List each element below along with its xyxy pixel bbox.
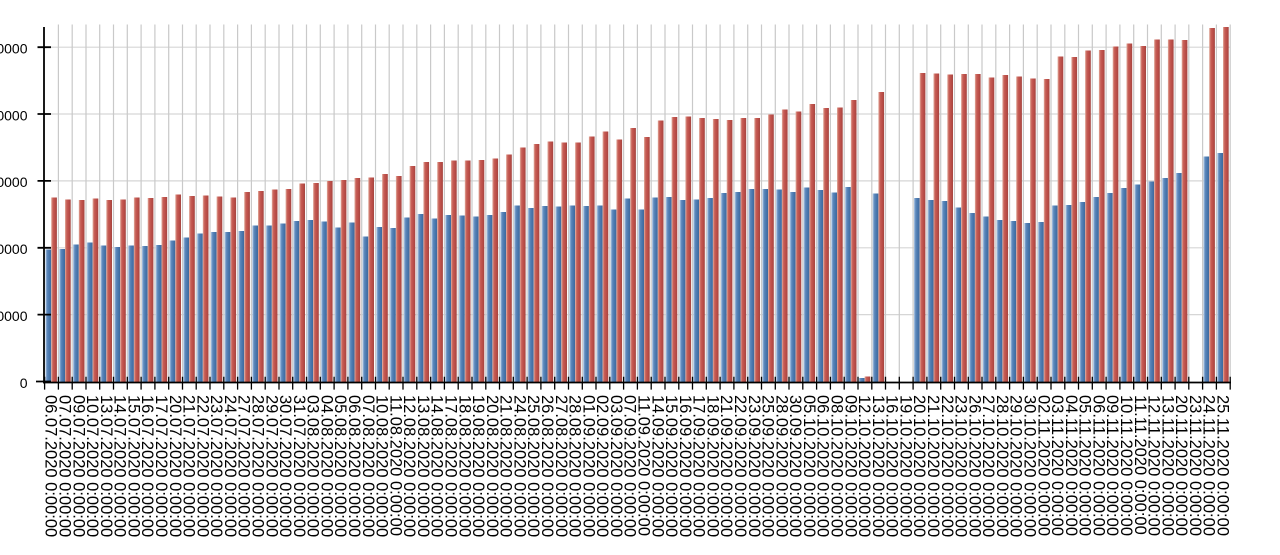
svg-text:03.09.2020 0:00:00: 03.09.2020 0:00:00 — [607, 395, 625, 537]
svg-text:16.09.2020 0:00:00: 16.09.2020 0:00:00 — [676, 395, 694, 537]
svg-text:09.11.2020 0:00:00: 09.11.2020 0:00:00 — [1103, 395, 1121, 536]
svg-text:13.07.2020 0:00:00: 13.07.2020 0:00:00 — [97, 395, 115, 537]
svg-text:21.10.2020 0:00:00: 21.10.2020 0:00:00 — [924, 395, 942, 537]
svg-text:14.07.2020 0:00:00: 14.07.2020 0:00:00 — [111, 395, 129, 537]
svg-text:04.08.2020 0:00:00: 04.08.2020 0:00:00 — [317, 395, 335, 537]
svg-text:18.09.2020 0:00:00: 18.09.2020 0:00:00 — [703, 395, 721, 537]
svg-text:15.07.2020 0:00:00: 15.07.2020 0:00:00 — [124, 395, 142, 537]
svg-text:08.10.2020 0:00:00: 08.10.2020 0:00:00 — [828, 395, 846, 537]
svg-text:19.10.2020 0:00:00: 19.10.2020 0:00:00 — [896, 395, 914, 537]
svg-text:27.10.2020 0:00:00: 27.10.2020 0:00:00 — [979, 395, 997, 537]
svg-text:24.07.2020 0:00:00: 24.07.2020 0:00:00 — [221, 395, 239, 537]
svg-text:23.09.2020 0:00:00: 23.09.2020 0:00:00 — [745, 395, 763, 537]
svg-text:11.08.2020 0:00:00: 11.08.2020 0:00:00 — [386, 395, 404, 536]
svg-text:06.08.2020 0:00:00: 06.08.2020 0:00:00 — [345, 395, 363, 537]
svg-text:200000: 200000 — [0, 107, 28, 123]
svg-text:29.10.2020 0:00:00: 29.10.2020 0:00:00 — [1007, 395, 1025, 537]
svg-text:15.09.2020 0:00:00: 15.09.2020 0:00:00 — [662, 395, 680, 537]
svg-text:28.07.2020 0:00:00: 28.07.2020 0:00:00 — [249, 395, 267, 537]
svg-text:30.10.2020 0:00:00: 30.10.2020 0:00:00 — [1021, 395, 1039, 537]
svg-text:03.11.2020 0:00:00: 03.11.2020 0:00:00 — [1048, 395, 1066, 536]
svg-text:17.08.2020 0:00:00: 17.08.2020 0:00:00 — [442, 395, 460, 537]
svg-text:250000: 250000 — [0, 41, 28, 57]
svg-text:17.09.2020 0:00:00: 17.09.2020 0:00:00 — [690, 395, 708, 537]
svg-text:05.11.2020 0:00:00: 05.11.2020 0:00:00 — [1076, 395, 1094, 536]
svg-text:150000: 150000 — [0, 174, 28, 190]
svg-text:28.09.2020 0:00:00: 28.09.2020 0:00:00 — [772, 395, 790, 537]
svg-text:21.09.2020 0:00:00: 21.09.2020 0:00:00 — [717, 395, 735, 537]
svg-text:20.10.2020 0:00:00: 20.10.2020 0:00:00 — [910, 395, 928, 537]
svg-text:10.08.2020 0:00:00: 10.08.2020 0:00:00 — [373, 395, 391, 537]
svg-text:17.07.2020 0:00:00: 17.07.2020 0:00:00 — [152, 395, 170, 537]
svg-text:28.08.2020 0:00:00: 28.08.2020 0:00:00 — [566, 395, 584, 537]
svg-text:12.10.2020 0:00:00: 12.10.2020 0:00:00 — [855, 395, 873, 537]
svg-text:14.08.2020 0:00:00: 14.08.2020 0:00:00 — [428, 395, 446, 537]
svg-text:24.11.2020 0:00:00: 24.11.2020 0:00:00 — [1200, 395, 1218, 536]
svg-text:29.07.2020 0:00:00: 29.07.2020 0:00:00 — [262, 395, 280, 537]
svg-text:22.07.2020 0:00:00: 22.07.2020 0:00:00 — [193, 395, 211, 537]
svg-text:11.09.2020 0:00:00: 11.09.2020 0:00:00 — [635, 395, 653, 536]
svg-text:26.08.2020 0:00:00: 26.08.2020 0:00:00 — [538, 395, 556, 537]
svg-text:12.11.2020 0:00:00: 12.11.2020 0:00:00 — [1145, 395, 1163, 536]
svg-text:09.07.2020 0:00:00: 09.07.2020 0:00:00 — [69, 395, 87, 537]
svg-text:20.08.2020 0:00:00: 20.08.2020 0:00:00 — [483, 395, 501, 537]
svg-text:06.11.2020 0:00:00: 06.11.2020 0:00:00 — [1089, 395, 1107, 536]
svg-text:12.08.2020 0:00:00: 12.08.2020 0:00:00 — [400, 395, 418, 537]
svg-text:16.10.2020 0:00:00: 16.10.2020 0:00:00 — [883, 395, 901, 537]
svg-text:10.11.2020 0:00:00: 10.11.2020 0:00:00 — [1117, 395, 1135, 536]
svg-text:24.08.2020 0:00:00: 24.08.2020 0:00:00 — [510, 395, 528, 537]
svg-text:10.07.2020 0:00:00: 10.07.2020 0:00:00 — [83, 395, 101, 537]
svg-text:20.11.2020 0:00:00: 20.11.2020 0:00:00 — [1172, 395, 1190, 536]
svg-text:18.08.2020 0:00:00: 18.08.2020 0:00:00 — [455, 395, 473, 537]
svg-text:13.11.2020 0:00:00: 13.11.2020 0:00:00 — [1158, 395, 1176, 536]
svg-text:05.10.2020 0:00:00: 05.10.2020 0:00:00 — [800, 395, 818, 537]
svg-text:03.08.2020 0:00:00: 03.08.2020 0:00:00 — [304, 395, 322, 537]
svg-text:09.10.2020 0:00:00: 09.10.2020 0:00:00 — [841, 395, 859, 537]
svg-text:23.07.2020 0:00:00: 23.07.2020 0:00:00 — [207, 395, 225, 537]
svg-text:23.10.2020 0:00:00: 23.10.2020 0:00:00 — [952, 395, 970, 537]
svg-text:28.10.2020 0:00:00: 28.10.2020 0:00:00 — [993, 395, 1011, 537]
svg-text:21.07.2020 0:00:00: 21.07.2020 0:00:00 — [180, 395, 198, 537]
svg-text:27.07.2020 0:00:00: 27.07.2020 0:00:00 — [235, 395, 253, 537]
svg-text:02.09.2020 0:00:00: 02.09.2020 0:00:00 — [593, 395, 611, 537]
svg-text:27.08.2020 0:00:00: 27.08.2020 0:00:00 — [552, 395, 570, 537]
svg-text:05.08.2020 0:00:00: 05.08.2020 0:00:00 — [331, 395, 349, 537]
svg-text:07.09.2020 0:00:00: 07.09.2020 0:00:00 — [621, 395, 639, 537]
svg-text:06.10.2020 0:00:00: 06.10.2020 0:00:00 — [814, 395, 832, 537]
svg-text:16.07.2020 0:00:00: 16.07.2020 0:00:00 — [138, 395, 156, 537]
svg-text:0: 0 — [20, 375, 28, 391]
svg-text:23.11.2020 0:00:00: 23.11.2020 0:00:00 — [1186, 395, 1204, 536]
svg-text:13.10.2020 0:00:00: 13.10.2020 0:00:00 — [869, 395, 887, 537]
svg-text:11.11.2020 0:00:00: 11.11.2020 0:00:00 — [1131, 395, 1149, 535]
svg-text:20.07.2020 0:00:00: 20.07.2020 0:00:00 — [166, 395, 184, 537]
svg-text:14.09.2020 0:00:00: 14.09.2020 0:00:00 — [648, 395, 666, 537]
svg-text:13.08.2020 0:00:00: 13.08.2020 0:00:00 — [414, 395, 432, 537]
svg-text:22.10.2020 0:00:00: 22.10.2020 0:00:00 — [938, 395, 956, 537]
svg-text:07.07.2020 0:00:00: 07.07.2020 0:00:00 — [56, 395, 74, 537]
svg-text:07.08.2020 0:00:00: 07.08.2020 0:00:00 — [359, 395, 377, 537]
svg-text:25.09.2020 0:00:00: 25.09.2020 0:00:00 — [759, 395, 777, 537]
svg-text:22.09.2020 0:00:00: 22.09.2020 0:00:00 — [731, 395, 749, 537]
svg-text:31.07.2020 0:00:00: 31.07.2020 0:00:00 — [290, 395, 308, 537]
svg-text:30.07.2020 0:00:00: 30.07.2020 0:00:00 — [276, 395, 294, 537]
svg-text:21.08.2020 0:00:00: 21.08.2020 0:00:00 — [497, 395, 515, 537]
svg-text:30.09.2020 0:00:00: 30.09.2020 0:00:00 — [786, 395, 804, 537]
svg-text:04.11.2020 0:00:00: 04.11.2020 0:00:00 — [1062, 395, 1080, 536]
svg-text:25.11.2020 0:00:00: 25.11.2020 0:00:00 — [1214, 395, 1232, 536]
svg-text:02.11.2020 0:00:00: 02.11.2020 0:00:00 — [1034, 395, 1052, 536]
svg-text:50000: 50000 — [0, 308, 28, 324]
svg-text:100000: 100000 — [0, 241, 28, 257]
svg-text:06.07.2020 0:00:00: 06.07.2020 0:00:00 — [42, 395, 60, 537]
svg-text:26.10.2020 0:00:00: 26.10.2020 0:00:00 — [965, 395, 983, 537]
svg-text:01.09.2020 0:00:00: 01.09.2020 0:00:00 — [579, 395, 597, 537]
svg-text:25.08.2020 0:00:00: 25.08.2020 0:00:00 — [524, 395, 542, 537]
svg-text:19.08.2020 0:00:00: 19.08.2020 0:00:00 — [469, 395, 487, 537]
